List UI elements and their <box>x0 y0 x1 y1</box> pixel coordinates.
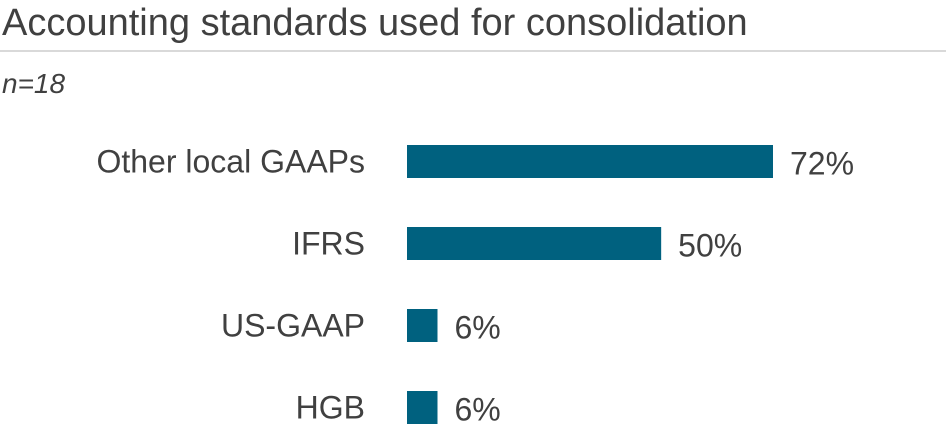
value-label: 6% <box>455 392 501 428</box>
category-label: Other local GAAPs <box>96 144 365 180</box>
bar <box>407 145 773 178</box>
category-label: US-GAAP <box>221 308 365 344</box>
category-label: HGB <box>296 390 365 426</box>
category-label: IFRS <box>292 226 365 262</box>
value-label: 72% <box>790 146 854 182</box>
chart-title: Accounting standards used for consolidat… <box>2 2 748 44</box>
title-divider <box>0 50 946 52</box>
bar <box>407 391 438 424</box>
bar <box>407 309 438 342</box>
value-label: 6% <box>455 310 501 346</box>
bar <box>407 227 662 260</box>
value-label: 50% <box>678 228 742 264</box>
sample-size-note: n=18 <box>2 68 66 99</box>
